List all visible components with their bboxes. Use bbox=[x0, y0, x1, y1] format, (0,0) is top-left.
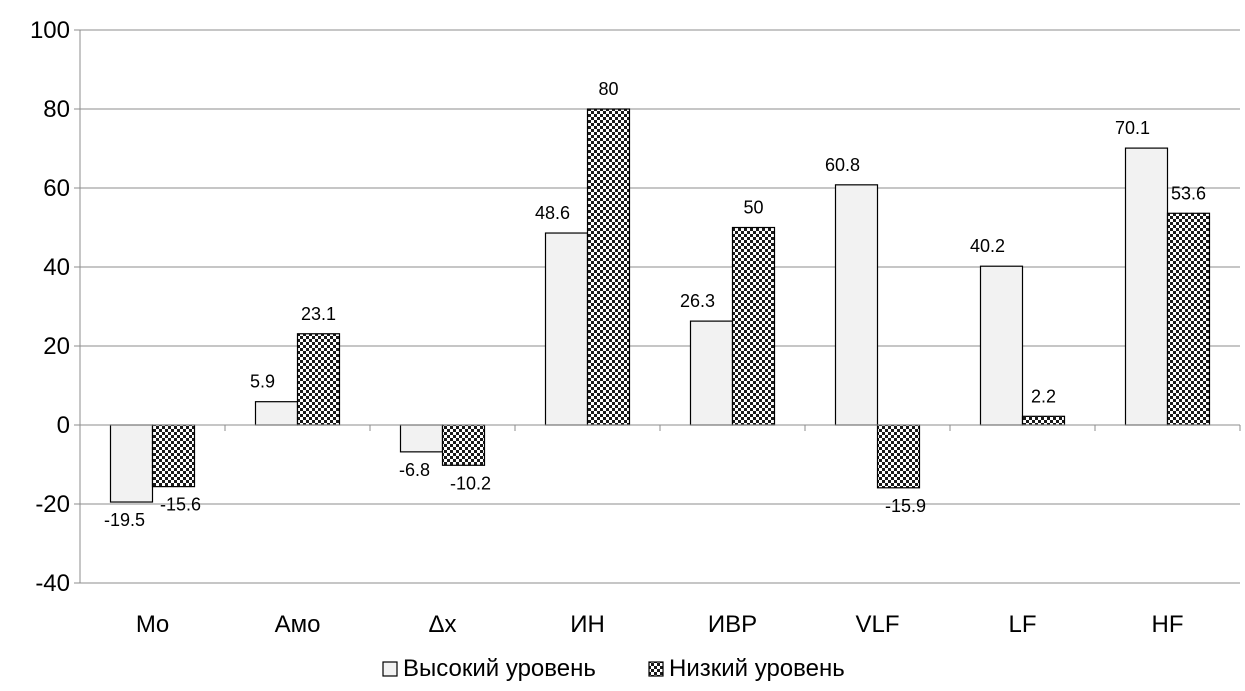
bar-low bbox=[1166, 212, 1211, 426]
gridlines bbox=[74, 29, 1240, 584]
x-tick-label: ИН bbox=[570, 611, 605, 638]
legend-swatch-high bbox=[382, 661, 398, 677]
data-label: 2.2 bbox=[1031, 386, 1056, 406]
bar-low bbox=[586, 108, 631, 426]
data-label: -10.2 bbox=[450, 473, 491, 493]
bar-high bbox=[1124, 147, 1169, 426]
x-tick-label: LF bbox=[1008, 611, 1036, 638]
y-tick-label: -20 bbox=[35, 491, 70, 518]
axes bbox=[79, 30, 1241, 583]
x-tick-label: Амо bbox=[275, 611, 321, 638]
y-tick-label: 40 bbox=[43, 254, 70, 281]
bars bbox=[109, 108, 1211, 503]
data-label: 40.2 bbox=[970, 236, 1005, 256]
legend-label-high: Высокий уровень bbox=[403, 655, 596, 682]
data-label: 60.8 bbox=[825, 155, 860, 175]
bar-high bbox=[979, 265, 1024, 426]
x-tick-label: VLF bbox=[855, 611, 899, 638]
y-axis-ticks: -40 -20 0 20 40 60 80 100 bbox=[30, 17, 70, 597]
data-label: -19.5 bbox=[104, 510, 145, 530]
data-label: -6.8 bbox=[399, 460, 430, 480]
data-label: -15.9 bbox=[885, 496, 926, 516]
y-tick-label: 20 bbox=[43, 333, 70, 360]
x-tick-label: HF bbox=[1152, 611, 1184, 638]
data-label: 53.6 bbox=[1171, 183, 1206, 203]
bar-high bbox=[689, 320, 734, 426]
bar-low bbox=[296, 333, 341, 426]
data-label: 26.3 bbox=[680, 291, 715, 311]
data-labels: -19.5 -15.6 5.9 23.1 -6.8 -10.2 48.6 80 26.3 50 60… bbox=[104, 79, 1206, 530]
x-tick-label: Mo bbox=[136, 611, 169, 638]
bar-low bbox=[1021, 415, 1066, 426]
data-label: 70.1 bbox=[1115, 118, 1150, 138]
bar-high bbox=[544, 232, 589, 426]
data-label: 48.6 bbox=[535, 203, 570, 223]
x-axis-ticks: Mo Амо Δx ИН ИВР VLF LF HF bbox=[136, 611, 1184, 638]
bar-high bbox=[109, 424, 154, 503]
bar-high bbox=[254, 401, 299, 426]
data-label: 50 bbox=[743, 198, 763, 218]
legend: Высокий уровень Низкий уровень bbox=[382, 655, 845, 682]
legend-label-low: Низкий уровень bbox=[669, 655, 845, 682]
y-tick-label: 0 bbox=[57, 412, 70, 439]
y-tick-label: 100 bbox=[30, 17, 70, 44]
bar-low bbox=[441, 424, 486, 466]
x-tick-label: Δx bbox=[428, 611, 456, 638]
y-tick-label: 80 bbox=[43, 96, 70, 123]
bar-low bbox=[876, 424, 921, 489]
bar-high bbox=[399, 424, 444, 453]
bar-high bbox=[834, 184, 879, 426]
data-label: 5.9 bbox=[250, 372, 275, 392]
bar-low bbox=[731, 226, 776, 426]
data-label: 80 bbox=[598, 79, 618, 99]
data-label: 23.1 bbox=[301, 304, 336, 324]
y-tick-label: 60 bbox=[43, 175, 70, 202]
legend-swatch-low bbox=[648, 661, 664, 677]
bar-low bbox=[151, 424, 196, 488]
data-label: -15.6 bbox=[160, 495, 201, 515]
y-tick-label: -40 bbox=[35, 570, 70, 597]
x-tick-label: ИВР bbox=[708, 611, 757, 638]
